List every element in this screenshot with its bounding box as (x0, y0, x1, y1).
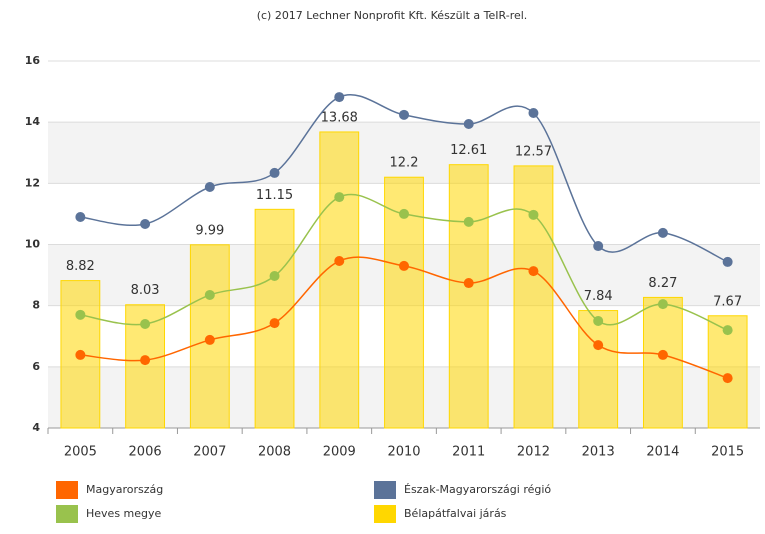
marker (204, 334, 215, 345)
legend-label: Észak-Magyarországi régió (404, 483, 551, 496)
marker (593, 340, 604, 351)
y-tick-label: 6 (32, 360, 40, 373)
marker (269, 318, 280, 329)
legend-swatch (374, 505, 396, 523)
y-tick-label: 4 (32, 421, 40, 434)
data-label: 8.82 (66, 259, 95, 274)
marker (528, 266, 539, 277)
marker (463, 278, 474, 289)
marker (657, 227, 668, 238)
marker (75, 309, 86, 320)
y-tick-label: 8 (32, 299, 40, 312)
x-tick-label: 2006 (129, 445, 162, 460)
data-label: 9.99 (195, 223, 224, 238)
marker (528, 107, 539, 118)
marker (657, 349, 668, 360)
legend-swatch (56, 481, 78, 499)
x-tick-label: 2007 (193, 445, 226, 460)
marker (399, 260, 409, 271)
bar (578, 310, 619, 429)
marker (204, 182, 215, 193)
bar (513, 165, 554, 429)
marker (528, 209, 539, 220)
x-tick-label: 2014 (646, 445, 679, 460)
marker (463, 119, 474, 130)
marker (334, 256, 345, 267)
chart-title: (c) 2017 Lechner Nonprofit Kft. Készült … (257, 9, 528, 22)
marker (140, 355, 151, 366)
y-tick-label: 14 (25, 115, 41, 128)
y-tick-label: 10 (25, 238, 41, 251)
bar (448, 164, 489, 429)
marker (463, 216, 474, 227)
marker (140, 319, 151, 330)
marker (269, 167, 280, 178)
data-label: 13.68 (321, 110, 358, 125)
data-label: 7.84 (584, 289, 613, 304)
data-label: 12.61 (450, 143, 487, 158)
x-tick-label: 2010 (387, 445, 420, 460)
marker (593, 315, 604, 326)
marker (399, 109, 409, 120)
x-tick-label: 2012 (517, 445, 550, 460)
x-tick-label: 2005 (64, 445, 97, 460)
x-tick-label: 2011 (452, 445, 485, 460)
legend-label: Heves megye (86, 507, 162, 520)
x-tick-label: 2009 (323, 445, 356, 460)
marker (334, 92, 345, 103)
x-tick-label: 2015 (711, 445, 744, 460)
x-tick-label: 2013 (582, 445, 615, 460)
data-label: 8.27 (648, 276, 677, 291)
data-label: 12.2 (390, 156, 419, 171)
y-tick-label: 12 (25, 176, 40, 189)
data-label: 12.57 (515, 144, 552, 159)
marker (657, 299, 668, 310)
bar (642, 296, 683, 429)
marker (722, 256, 733, 267)
marker (204, 289, 215, 300)
grid-band (48, 122, 760, 184)
x-tick-label: 2008 (258, 445, 291, 460)
marker (593, 241, 604, 252)
marker (140, 219, 151, 230)
bar (319, 131, 360, 429)
legend-swatch (374, 481, 396, 499)
data-label: 11.15 (256, 188, 293, 203)
marker (722, 373, 733, 384)
marker (269, 271, 280, 282)
data-label: 8.03 (131, 283, 160, 298)
marker (75, 349, 86, 360)
marker (75, 211, 86, 222)
line (80, 94, 728, 263)
data-label: 7.67 (713, 294, 742, 309)
bar (384, 176, 424, 429)
marker (334, 192, 345, 203)
marker (399, 208, 409, 219)
legend-label: Bélapátfalvai járás (404, 507, 507, 520)
y-tick-label: 16 (25, 54, 41, 67)
legend-label: Magyarország (86, 483, 163, 496)
legend-swatch (56, 505, 78, 523)
marker (722, 325, 733, 336)
